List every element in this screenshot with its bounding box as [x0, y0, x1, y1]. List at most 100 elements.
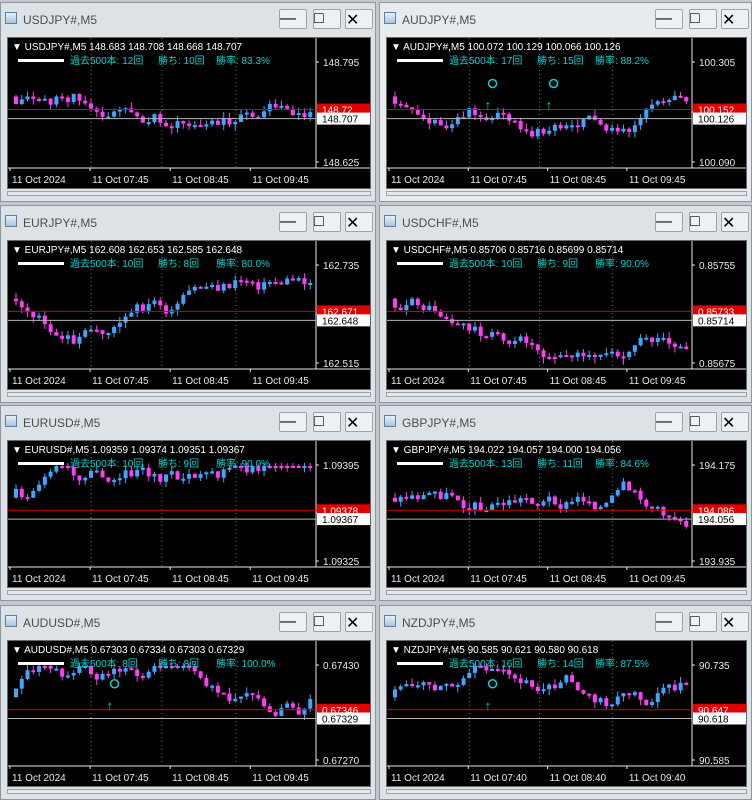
- signal-wins: 勝ち: 10回: [158, 54, 205, 67]
- price-chart[interactable]: 194.175 193.935 194.086 194.056 11 Oct 2024 1…: [386, 440, 747, 588]
- price-chart[interactable]: 148.795 148.625 148.72 148.707 11 Oct 2024 11…: [7, 37, 371, 189]
- candle: [37, 97, 42, 103]
- minimize-button[interactable]: —: [655, 212, 683, 232]
- chart-horizontal-scrollbar[interactable]: [386, 590, 747, 595]
- close-button[interactable]: ✕: [345, 212, 373, 232]
- close-icon: ✕: [722, 615, 736, 632]
- minimize-button[interactable]: —: [655, 612, 683, 632]
- time-axis-label: 11 Oct 08:40: [550, 773, 607, 784]
- close-button[interactable]: ✕: [345, 9, 373, 29]
- candle: [262, 463, 267, 477]
- minimize-button[interactable]: —: [279, 412, 307, 432]
- price-scale-label: 100.305: [699, 58, 736, 69]
- close-button[interactable]: ✕: [721, 9, 749, 29]
- chart-window-eurusdm5[interactable]: EURUSD#,M5—□✕1.093951.093601.093251.0937…: [0, 405, 376, 601]
- chart-horizontal-scrollbar[interactable]: [386, 191, 747, 196]
- candle: [192, 472, 197, 478]
- maximize-button[interactable]: □: [313, 612, 341, 632]
- candle: [404, 680, 409, 687]
- chart-window-usdjpym5[interactable]: USDJPY#,M5 — □ ✕ 148.795 148.625 148.72 148.707…: [0, 2, 376, 202]
- chart-window-audusdm5[interactable]: AUDUSD#,M5 — □ ✕ 0.67430 0.67270 0.67346 0.6732…: [0, 605, 376, 800]
- candle: [19, 298, 24, 314]
- maximize-button[interactable]: □: [689, 612, 717, 632]
- minimize-button[interactable]: —: [655, 412, 683, 432]
- candle: [655, 687, 660, 708]
- chart-window-nzdjpym5[interactable]: NZDJPY#,M5 — □ ✕ 90.735 90.585 90.647 90.618 11 …: [379, 605, 752, 800]
- chart-window-icon: [384, 615, 396, 627]
- candle: [444, 313, 449, 320]
- candle: [650, 337, 655, 347]
- chart-window-audjpym5[interactable]: AUDJPY#,M5 — □✕ 100.305100.195100.090100.15…: [379, 2, 752, 202]
- close-button[interactable]: ✕: [721, 612, 749, 632]
- window-title-bar[interactable]: EURJPY#,M5 — □ ✕: [1, 206, 375, 238]
- close-button[interactable]: ✕: [721, 412, 749, 432]
- maximize-button[interactable]: □: [313, 9, 341, 29]
- chart-horizontal-scrollbar[interactable]: [386, 392, 747, 397]
- candle: [570, 354, 575, 362]
- chart-horizontal-scrollbar[interactable]: [386, 789, 747, 794]
- minimize-button[interactable]: —: [279, 212, 307, 232]
- candle: [94, 464, 99, 474]
- price-chart[interactable]: 90.735 90.585 90.647 90.618 11 Oct 2024 11 Oc…: [386, 640, 747, 787]
- candle: [438, 685, 443, 691]
- candle: [552, 122, 557, 136]
- candle: [123, 667, 128, 676]
- window-title-bar[interactable]: USDCHF#,M5 — □ ✕: [380, 206, 751, 238]
- window-title-bar[interactable]: EURUSD#,M5 — □ ✕: [1, 406, 375, 438]
- candle: [302, 273, 307, 291]
- maximize-button[interactable]: □: [313, 412, 341, 432]
- candle: [484, 113, 489, 122]
- window-title-bar[interactable]: GBPJPY#,M5 — □ ✕: [380, 406, 751, 438]
- chart-window-eurjpym5[interactable]: EURJPY#,M5—□✕162.735162.625162.515162.67…: [0, 205, 376, 403]
- chart-horizontal-scrollbar[interactable]: [7, 392, 371, 397]
- candle: [175, 470, 180, 481]
- price-chart[interactable]: 0.67430 0.67270 0.67346 0.67329 11 Oct 2024 1…: [7, 640, 371, 787]
- candle: [455, 495, 460, 501]
- minimize-icon: —: [656, 413, 672, 430]
- minimize-button[interactable]: —: [279, 9, 307, 29]
- time-axis-label: 11 Oct 09:45: [252, 376, 309, 387]
- candle: [552, 353, 557, 364]
- minimize-icon: —: [280, 613, 296, 630]
- window-title-bar[interactable]: AUDJPY#,M5 — □ ✕: [380, 3, 751, 35]
- candle: [267, 279, 272, 287]
- maximize-button[interactable]: □: [313, 212, 341, 232]
- minimize-button[interactable]: —: [279, 612, 307, 632]
- candle: [558, 679, 563, 689]
- candle: [398, 684, 403, 692]
- close-button[interactable]: ✕: [721, 212, 749, 232]
- indicator-line-sample: [397, 662, 443, 665]
- candle: [512, 494, 517, 503]
- candle: [393, 685, 397, 701]
- time-axis-label: 11 Oct 2024: [391, 175, 445, 186]
- candle: [233, 693, 238, 703]
- chart-horizontal-scrollbar[interactable]: [7, 191, 371, 196]
- chart-window-gbpjpym5[interactable]: GBPJPY#,M5 — □ ✕ 194.175 193.935 194.086 194.05…: [379, 405, 752, 601]
- candle: [490, 665, 495, 671]
- window-title-bar[interactable]: AUDUSD#,M5 — □ ✕: [1, 606, 375, 638]
- close-button[interactable]: ✕: [345, 612, 373, 632]
- window-title-bar[interactable]: NZDJPY#,M5 — □ ✕: [380, 606, 751, 638]
- chart-horizontal-scrollbar[interactable]: [7, 590, 371, 595]
- candle: [106, 476, 111, 484]
- ask-price-label: 90.647: [698, 706, 729, 717]
- candle: [204, 282, 209, 290]
- candle: [552, 679, 557, 691]
- maximize-button[interactable]: □: [689, 9, 717, 29]
- chart-horizontal-scrollbar[interactable]: [7, 789, 371, 794]
- chart-window-usdchfm5[interactable]: USDCHF#,M5 — □ ✕ 0.85755 0.85675 0.85733 0.8571…: [379, 205, 752, 403]
- maximize-button[interactable]: □: [689, 412, 717, 432]
- window-title-bar[interactable]: USDJPY#,M5 — □ ✕: [1, 3, 375, 35]
- window-title: AUDJPY#,M5: [402, 13, 477, 27]
- candle: [421, 680, 426, 691]
- candle: [604, 347, 609, 358]
- price-chart[interactable]: 0.85755 0.85675 0.85733 0.85714 11 Oct 2024 1…: [386, 240, 747, 390]
- maximize-button[interactable]: □: [689, 212, 717, 232]
- close-button[interactable]: ✕: [345, 412, 373, 432]
- time-axis-label: 11 Oct 09:45: [629, 574, 686, 585]
- minimize-button[interactable]: —: [655, 9, 683, 29]
- candle: [175, 300, 180, 316]
